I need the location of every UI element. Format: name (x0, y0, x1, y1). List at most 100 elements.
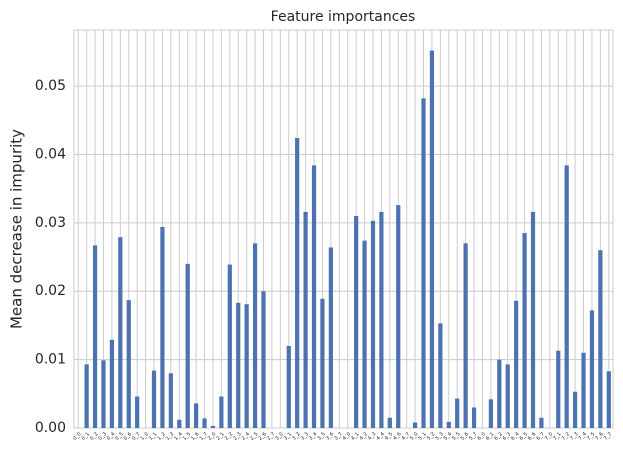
bar (556, 350, 561, 428)
x-tick-label: 6_0 (476, 431, 487, 442)
bar (606, 371, 611, 428)
x-tick-label: 7_1 (552, 431, 563, 442)
x-tick-label: 0_0 (72, 431, 83, 442)
x-tick-label: 0_4 (106, 431, 117, 442)
x-tick-label: 2_0 (207, 431, 218, 442)
bar (177, 419, 182, 428)
bar (185, 263, 190, 428)
bar (194, 403, 199, 428)
bar (387, 417, 392, 428)
bar (396, 205, 401, 428)
x-tick-label: 7_5 (586, 431, 597, 442)
bar (168, 373, 173, 428)
x-tick-label: 5_7 (468, 431, 479, 442)
x-tick-label: 1_3 (165, 431, 176, 442)
x-tick-label: 2_2 (224, 431, 235, 442)
bar (446, 421, 451, 428)
x-tick-label: 0_7 (131, 431, 142, 442)
x-tick-label: 3_1 (283, 431, 294, 442)
x-tick-label: 5_4 (443, 431, 454, 442)
x-tick-label: 6_1 (485, 431, 496, 442)
x-tick-label: 4_0 (342, 431, 353, 442)
x-tick-label: 4_6 (392, 431, 403, 442)
x-tick-label: 4_4 (375, 431, 386, 442)
x-tick-label: 1_4 (173, 431, 184, 442)
y-tick-label: 0.00 (35, 420, 66, 436)
bar (135, 396, 140, 428)
x-tick-label: 3_2 (291, 431, 302, 442)
bar (572, 391, 578, 428)
x-tick-label: 3_0 (274, 431, 285, 442)
x-tick-label: 1_2 (156, 431, 167, 442)
bar (311, 165, 317, 428)
chart-title: Feature importances (271, 9, 416, 25)
bar (598, 250, 603, 428)
x-tick-label: 1_7 (198, 431, 209, 442)
bar (227, 264, 232, 428)
x-tick-label: 6_7 (535, 431, 546, 442)
x-tick-label: 0_5 (114, 431, 125, 442)
x-tick-label: 5_3 (434, 431, 445, 442)
x-tick-label: 7_6 (594, 431, 605, 442)
bar (303, 211, 308, 428)
x-tick-label: 5_2 (426, 431, 437, 442)
y-axis-label: Mean decrease in impurity (8, 129, 26, 329)
x-tick-label: 2_4 (241, 431, 252, 442)
x-tick-label: 7_7 (603, 431, 614, 442)
bar (471, 407, 477, 428)
x-tick-label: 4_3 (367, 431, 378, 442)
bar (109, 339, 115, 428)
x-tick-label: 0_1 (81, 431, 92, 442)
bar (412, 422, 418, 428)
bar (379, 211, 384, 428)
bar (362, 240, 367, 428)
x-tick-label: 1_0 (140, 431, 151, 442)
x-tick-label: 1_6 (190, 431, 201, 442)
bar (320, 298, 325, 428)
bar (151, 370, 157, 428)
bar (328, 247, 333, 428)
bar (438, 323, 443, 428)
x-tick-label: 3_4 (308, 431, 319, 442)
x-tick-label: 6_2 (493, 431, 504, 442)
x-tick-label: 2_3 (232, 431, 243, 442)
x-tick-label: 7_4 (577, 431, 588, 442)
bar (463, 243, 468, 428)
x-tick-label: 6_6 (527, 431, 538, 442)
y-tick-label: 0.04 (35, 146, 66, 162)
x-tick-label: 4_7 (401, 431, 412, 442)
bar (126, 300, 131, 428)
bar (84, 364, 89, 428)
x-tick-label: 5_5 (451, 431, 462, 442)
x-tick-label: 6_4 (510, 431, 521, 442)
y-tick-label: 0.01 (35, 352, 66, 368)
x-tick-label: 7_2 (561, 431, 572, 442)
x-tick-label: 5_1 (417, 431, 428, 442)
bar (497, 359, 502, 428)
bar (421, 98, 426, 428)
bar (202, 418, 207, 428)
bar (101, 360, 106, 428)
bar (455, 398, 460, 428)
bar (354, 216, 359, 428)
bar (160, 226, 165, 428)
x-tick-label: 6_5 (519, 431, 530, 442)
x-tick-label: 3_6 (325, 431, 336, 442)
x-tick-label: 0_3 (97, 431, 108, 442)
x-tick-label: 0_2 (89, 431, 100, 442)
y-tick-label: 0.05 (35, 78, 66, 94)
x-tick-label: 4_2 (359, 431, 370, 442)
bar (488, 399, 493, 428)
x-tick-label: 0_6 (123, 431, 134, 442)
x-tick-label: 7_0 (544, 431, 555, 442)
bar (514, 300, 519, 428)
x-tick-label: 6_3 (502, 431, 513, 442)
bar (370, 220, 376, 428)
x-tick-label: 1_1 (148, 431, 159, 442)
bar (522, 233, 527, 428)
x-tick-label: 3_7 (333, 431, 344, 442)
bar (429, 50, 435, 428)
bar (539, 417, 544, 428)
